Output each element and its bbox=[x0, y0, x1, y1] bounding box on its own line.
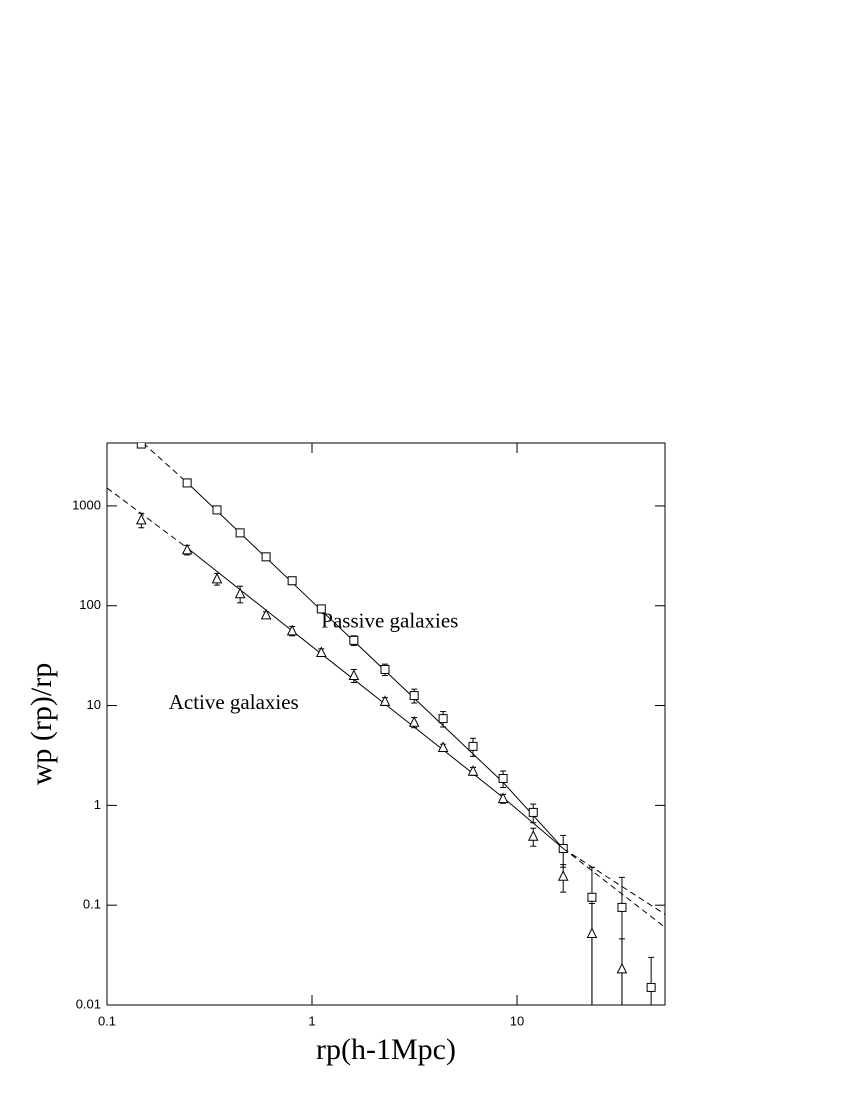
x-tick-label: 1 bbox=[308, 1013, 315, 1028]
data-point bbox=[316, 604, 326, 614]
fit-line bbox=[107, 487, 189, 550]
data-point bbox=[212, 505, 222, 515]
data-point bbox=[286, 624, 298, 636]
data-point bbox=[586, 927, 598, 939]
annotation: Active galaxies bbox=[169, 690, 299, 714]
data-point bbox=[438, 714, 448, 724]
x-axis-label: rp(h-1Mpc) bbox=[316, 1033, 456, 1066]
data-point bbox=[235, 528, 245, 538]
y-tick-label: 10 bbox=[87, 697, 101, 712]
data-point bbox=[527, 830, 539, 841]
data-point bbox=[182, 478, 192, 488]
y-tick-label: 1000 bbox=[72, 497, 101, 512]
annotation: Passive galaxies bbox=[321, 608, 458, 632]
data-point bbox=[528, 807, 538, 817]
data-point bbox=[348, 669, 360, 681]
data-point bbox=[557, 870, 569, 881]
fit-line bbox=[562, 848, 665, 928]
data-point bbox=[287, 576, 297, 586]
data-point bbox=[587, 892, 597, 902]
fit-line bbox=[562, 848, 665, 915]
y-tick-label: 1 bbox=[94, 797, 101, 812]
data-point bbox=[135, 513, 147, 525]
plot-area bbox=[107, 443, 665, 1005]
data-point bbox=[617, 902, 627, 912]
data-point bbox=[467, 765, 479, 776]
data-point bbox=[498, 773, 508, 783]
data-point bbox=[349, 635, 359, 645]
data-point bbox=[315, 646, 327, 658]
data-point bbox=[468, 741, 478, 751]
data-point bbox=[234, 587, 246, 599]
data-point bbox=[380, 664, 390, 674]
data-point bbox=[408, 716, 420, 727]
data-point bbox=[646, 982, 656, 992]
plot-frame bbox=[106, 442, 666, 1006]
data-point bbox=[379, 695, 391, 706]
y-axis-label: wp (rp)/rp bbox=[25, 663, 58, 785]
y-tick-label: 100 bbox=[79, 597, 101, 612]
x-tick-label: 10 bbox=[510, 1013, 524, 1028]
data-point bbox=[211, 572, 223, 584]
data-point bbox=[261, 552, 271, 562]
x-tick-label: 0.1 bbox=[98, 1013, 116, 1028]
data-point bbox=[260, 608, 272, 620]
data-point bbox=[437, 741, 449, 752]
y-tick-label: 0.01 bbox=[76, 996, 101, 1011]
data-point bbox=[181, 543, 193, 555]
y-tick-label: 0.1 bbox=[83, 897, 101, 912]
data-point bbox=[136, 443, 146, 449]
data-point bbox=[409, 691, 419, 701]
fit-line bbox=[188, 483, 564, 849]
data-point bbox=[616, 962, 628, 974]
fit-line bbox=[142, 443, 189, 485]
data-point bbox=[497, 792, 509, 804]
